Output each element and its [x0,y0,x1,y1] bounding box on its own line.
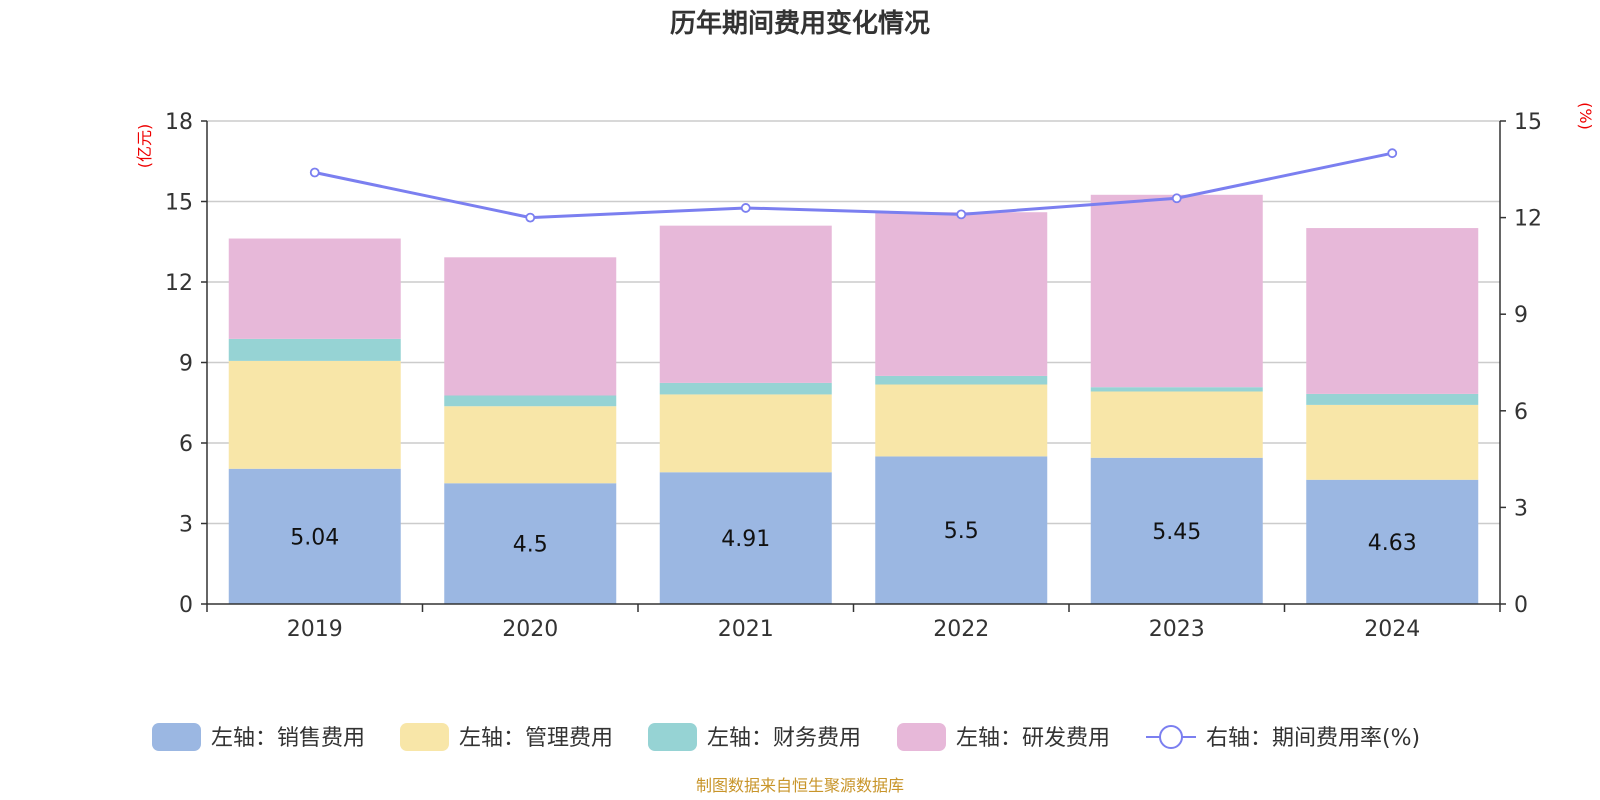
bar-rnd-2024 [1306,228,1479,394]
rate-point-2023 [1171,193,1182,204]
bar-finance-2020 [444,395,617,407]
legend-marker-rate [1159,725,1183,749]
source-note: 制图数据来自恒生聚源数据库 [696,776,904,795]
left-tick-label: 6 [179,432,193,457]
bar-finance-2024 [1306,393,1479,405]
legend-swatch-sales [152,723,201,751]
left-tick-label: 9 [179,352,193,377]
bar-admin-2024 [1306,404,1479,480]
legend: 左轴：销售费用 左轴：管理费用 左轴：财务费用 左轴：研发费用 右轴：期间费用率(%) [152,723,1420,751]
right-tick-label: 15 [1514,110,1542,135]
x-tick-label: 2020 [502,617,558,642]
left-axis-unit: (亿元) [135,124,154,169]
legend-label-rnd: 左轴：研发费用 [956,726,1110,751]
legend-label-sales: 左轴：销售费用 [211,726,365,751]
right-tick-label: 12 [1514,207,1542,232]
x-tick-label: 2021 [718,617,774,642]
bar-data-labels: 5.04 4.5 4.91 5.5 5.45 4.63 [290,519,1416,557]
legend-swatch-rnd [897,723,946,751]
bar-finance-2023 [1090,387,1263,392]
bar-label-2023: 5.45 [1152,520,1201,545]
bar-admin-2019 [228,360,401,469]
bar-label-2020: 4.5 [513,533,548,558]
legend-label-admin: 左轴：管理费用 [459,726,613,751]
x-tick-label: 2024 [1364,617,1420,642]
bar-sales-2021 [659,472,832,604]
bar-admin-2023 [1090,391,1263,458]
right-tick-label: 3 [1514,496,1528,521]
rate-point-2024 [1387,148,1398,159]
axes: 0 3 6 9 12 15 18 0 3 6 9 12 15 2019 2020 2021 2022 2023 20… [165,110,1542,642]
x-tick-label: 2022 [933,617,989,642]
legend-swatch-admin [400,723,449,751]
bar-sales-2022 [875,456,1048,604]
rate-point-2019 [309,167,320,178]
bar-admin-2022 [875,384,1048,457]
bar-label-2022: 5.5 [944,519,979,544]
left-tick-label: 12 [165,271,193,296]
left-tick-label: 3 [179,513,193,538]
legend-label-rate: 右轴：期间费用率(%) [1206,726,1420,751]
bar-rnd-2023 [1090,194,1263,388]
bar-finance-2022 [875,375,1048,385]
bar-sales-2024 [1306,479,1479,604]
bar-rnd-2020 [444,257,617,396]
chart-title: 历年期间费用变化情况 [670,8,930,39]
rate-point-2022 [956,209,967,220]
stacked-bars [228,194,1479,604]
bar-sales-2020 [444,483,617,604]
bar-sales-2019 [228,468,401,604]
rate-point-2020 [525,212,536,223]
left-tick-label: 15 [165,191,193,216]
bar-finance-2021 [659,382,832,395]
bar-admin-2021 [659,394,832,473]
left-tick-label: 0 [179,593,193,618]
left-tick-label: 18 [165,110,193,135]
bar-admin-2020 [444,406,617,484]
bar-label-2021: 4.91 [721,527,770,552]
x-tick-label: 2019 [287,617,343,642]
bar-finance-2019 [228,338,401,361]
grid-lines [207,120,1500,525]
bar-rnd-2021 [659,225,832,383]
bar-label-2024: 4.63 [1368,531,1417,556]
rate-line [314,151,1393,220]
rate-line-series [309,148,1398,223]
right-tick-label: 9 [1514,303,1528,328]
legend-label-finance: 左轴：财务费用 [707,726,861,751]
bar-rnd-2022 [875,212,1048,376]
bar-label-2019: 5.04 [290,525,339,550]
bar-sales-2023 [1090,457,1263,604]
right-tick-label: 6 [1514,400,1528,425]
legend-swatch-finance [648,723,697,751]
bar-rnd-2019 [228,238,401,339]
x-tick-label: 2023 [1149,617,1205,642]
right-tick-label: 0 [1514,593,1528,618]
rate-point-2021 [740,203,751,213]
right-axis-unit: (%) [1576,102,1595,130]
